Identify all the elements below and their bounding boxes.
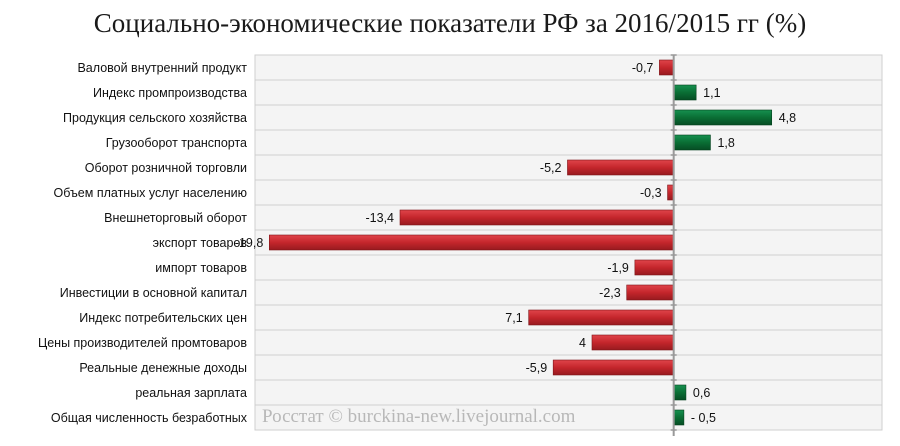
bar [634, 259, 674, 276]
category-label: Инвестиции в основной капитал [60, 286, 247, 300]
bar [552, 359, 674, 376]
value-label: 7,1 [505, 311, 522, 325]
category-label: Общая численность безработных [51, 411, 248, 425]
category-label: Внешнеторговый оборот [104, 211, 247, 225]
bar [673, 409, 685, 426]
zero-axis [670, 54, 677, 436]
value-labels: -0,7 1,1 4,8 1,8 -5,2 -0,3 -13,4 -19,8 -1,9 -2,3 7… [235, 61, 796, 425]
category-label: Грузооборот транспорта [106, 136, 247, 150]
bar [626, 284, 674, 301]
value-label: 0,6 [693, 386, 710, 400]
value-label: -13,4 [366, 211, 395, 225]
bar [673, 84, 697, 101]
category-label: Валовой внутренний продукт [77, 61, 247, 75]
value-label: - 0,5 [691, 411, 716, 425]
value-label: 4 [579, 336, 586, 350]
value-label: -19,8 [235, 236, 264, 250]
value-label: 4,8 [779, 111, 796, 125]
bar [673, 384, 687, 401]
category-labels: Валовой внутренний продукт Индекс промпро… [38, 61, 248, 425]
bar [528, 309, 674, 326]
bar [659, 59, 674, 76]
value-label: -5,2 [540, 161, 562, 175]
category-label: импорт товаров [155, 261, 247, 275]
value-label: -2,3 [599, 286, 621, 300]
value-label: -0,7 [632, 61, 654, 75]
gridlines [255, 79, 882, 406]
value-label: -1,9 [607, 261, 629, 275]
category-label: Продукция сельского хозяйства [63, 111, 247, 125]
value-label: -0,3 [640, 186, 662, 200]
category-label: Реальные денежные доходы [79, 361, 247, 375]
category-label: реальная зарплата [135, 386, 247, 400]
bar [268, 234, 674, 251]
category-label: Индекс промпроизводства [93, 86, 247, 100]
value-label: 1,8 [717, 136, 734, 150]
watermark: Росстат © burckina-new.livejournal.com [262, 406, 576, 427]
category-label: экспорт товаров [153, 236, 248, 250]
value-label: 1,1 [703, 86, 720, 100]
bar [673, 109, 773, 126]
bar [399, 209, 674, 226]
category-label: Индекс потребительских цен [79, 311, 247, 325]
bar [673, 134, 711, 151]
chart-title: Социально-экономические показатели РФ за… [93, 8, 807, 38]
value-label: -5,9 [526, 361, 548, 375]
category-label: Объем платных услуг населению [54, 186, 247, 200]
bars [268, 59, 773, 426]
category-label: Цены производителей промтоваров [38, 336, 247, 350]
category-label: Оборот розничной торговли [85, 161, 247, 175]
bar [567, 159, 674, 176]
bar [591, 334, 674, 351]
